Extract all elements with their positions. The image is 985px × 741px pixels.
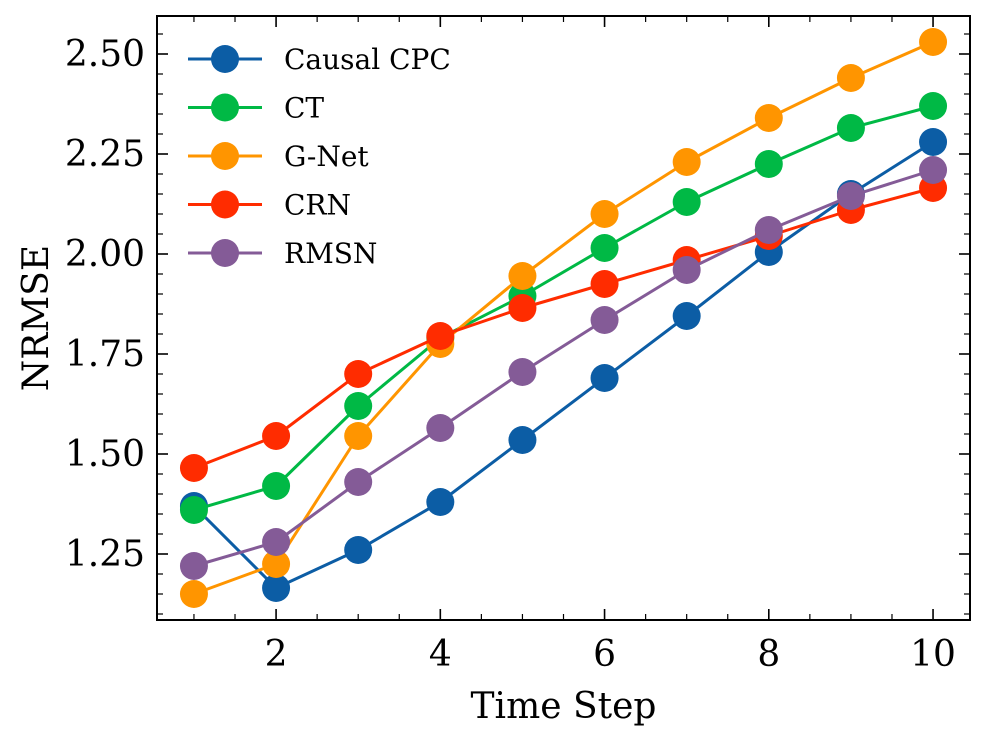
data-point-ct — [919, 92, 948, 120]
data-point-g-net — [836, 64, 865, 92]
data-point-rmsn — [672, 256, 701, 284]
data-point-crn — [590, 270, 619, 298]
data-point-g-net — [919, 28, 948, 56]
legend-label-ct: CT — [284, 92, 324, 125]
data-point-g-net — [508, 262, 537, 290]
data-point-crn — [426, 322, 455, 350]
data-point-g-net — [179, 580, 208, 608]
data-point-ct — [590, 234, 619, 262]
data-point-ct — [344, 392, 373, 420]
legend-item-g-net: G-Net — [188, 140, 369, 173]
x-tick-label: 8 — [757, 634, 780, 675]
data-point-crn — [344, 360, 373, 388]
legend-item-ct: CT — [188, 92, 324, 125]
data-point-causal-cpc — [672, 302, 701, 330]
data-point-causal-cpc — [508, 426, 537, 454]
x-tick-label: 4 — [429, 634, 452, 675]
x-axis-label: Time Step — [471, 686, 657, 727]
data-point-rmsn — [754, 216, 783, 244]
data-point-g-net — [262, 550, 291, 578]
data-point-ct — [262, 472, 291, 500]
x-tick-label: 10 — [910, 634, 956, 675]
series-line-ct — [193, 104, 934, 512]
data-point-g-net — [344, 422, 373, 450]
legend-marker-g-net — [211, 142, 239, 170]
data-point-rmsn — [426, 414, 455, 442]
data-point-ct — [836, 114, 865, 142]
data-point-g-net — [590, 200, 619, 228]
x-tick-label: 2 — [265, 634, 288, 675]
legend-marker-crn — [211, 190, 239, 219]
legend-label-g-net: G-Net — [284, 140, 369, 173]
data-point-causal-cpc — [262, 574, 291, 602]
legend-marker-causal-cpc — [211, 45, 239, 73]
y-tick-label: 1.75 — [65, 334, 145, 375]
y-tick-label: 2.50 — [65, 34, 145, 75]
data-point-crn — [262, 422, 291, 450]
x-tick-label: 6 — [593, 634, 616, 675]
series-line-g-net — [193, 40, 934, 596]
data-point-causal-cpc — [344, 536, 373, 564]
series-line-crn — [193, 186, 934, 470]
data-point-rmsn — [508, 358, 537, 386]
legend-item-causal-cpc: Causal CPC — [188, 43, 451, 76]
data-point-rmsn — [262, 528, 291, 556]
data-point-ct — [672, 188, 701, 216]
legend-item-rmsn: RMSN — [188, 237, 377, 270]
y-axis-label: NRMSE — [16, 245, 57, 391]
data-point-causal-cpc — [919, 128, 948, 156]
data-point-causal-cpc — [590, 364, 619, 392]
y-tick-label: 2.25 — [65, 134, 145, 175]
data-point-g-net — [672, 148, 701, 176]
data-point-ct — [754, 150, 783, 178]
axis-ticks: 2 4 6 8 10 1.25 1.50 1.75 2.00 2.25 2.50 — [65, 16, 970, 675]
data-point-rmsn — [344, 468, 373, 496]
series-g-net — [179, 28, 948, 608]
series-rmsn — [179, 156, 948, 580]
data-point-rmsn — [836, 182, 865, 210]
data-point-ct — [179, 496, 208, 524]
y-tick-label: 1.25 — [65, 534, 145, 575]
data-layer — [179, 28, 948, 608]
legend: Causal CPC CT G-Net CRN RMSN — [188, 43, 451, 270]
data-point-rmsn — [919, 156, 948, 184]
legend-label-causal-cpc: Causal CPC — [284, 43, 451, 76]
legend-label-rmsn: RMSN — [284, 237, 377, 270]
legend-marker-ct — [211, 93, 239, 122]
legend-label-crn: CRN — [284, 189, 351, 222]
y-tick-label: 1.50 — [65, 434, 145, 475]
data-point-rmsn — [590, 306, 619, 334]
legend-marker-rmsn — [211, 239, 239, 267]
data-point-crn — [508, 294, 537, 322]
data-point-rmsn — [179, 552, 208, 580]
series-line-rmsn — [193, 168, 934, 568]
data-point-g-net — [754, 104, 783, 132]
y-tick-label: 2.00 — [65, 234, 145, 275]
data-point-crn — [179, 454, 208, 482]
data-point-causal-cpc — [426, 488, 455, 516]
legend-item-crn: CRN — [188, 189, 351, 222]
